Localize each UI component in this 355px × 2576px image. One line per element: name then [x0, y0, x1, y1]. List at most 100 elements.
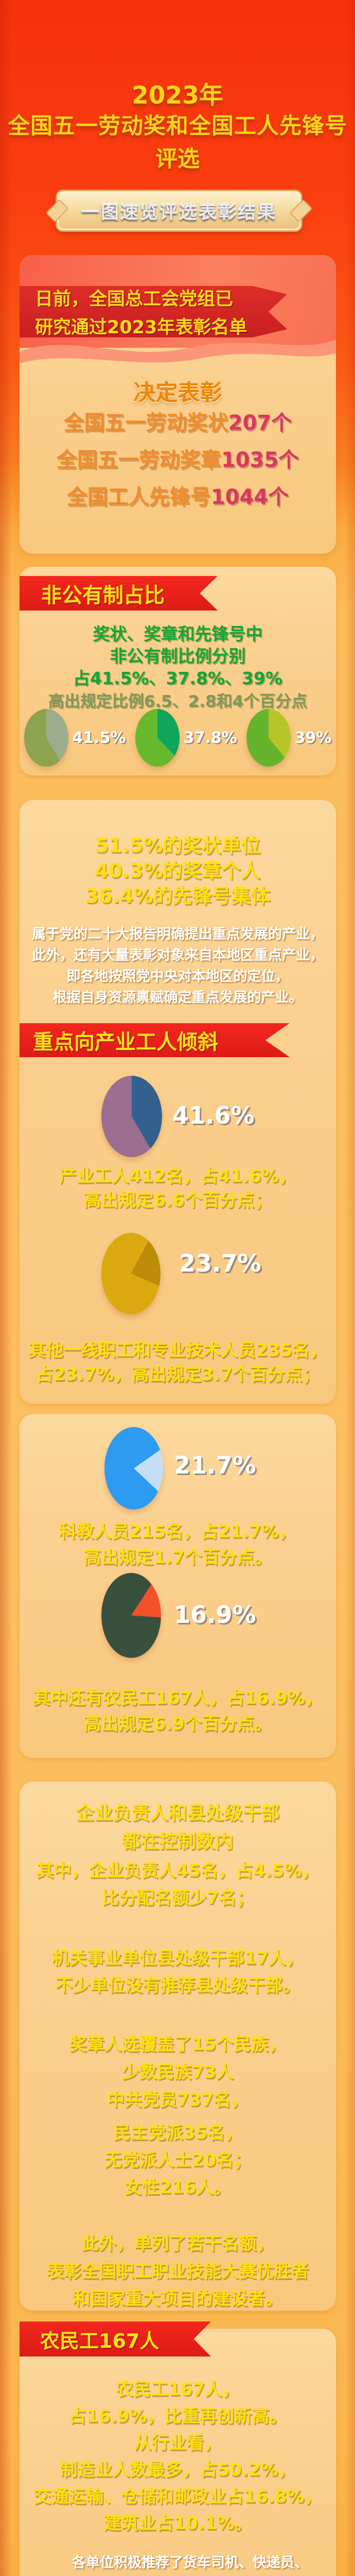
pie-migrant-workers	[101, 1573, 161, 1658]
pie-pioneer-nonpublic	[246, 709, 291, 767]
migrant-paragraph: 各单位积极推荐了货车司机、快递员、外 卖配送员等一批先进典型，为这一新兴群体 选…	[20, 2552, 336, 2576]
industry-paragraph: 属于党的二十大报告明确提出重点发展的产业， 此外，还有大量表彰对象来自本地区重点…	[20, 924, 336, 1008]
paragraph-line: 属于党的二十大报告明确提出重点发展的产业，	[32, 926, 324, 942]
migrant-line: 农民工167人，	[116, 2379, 240, 2400]
announcement-banner: 日前，全国总工会党组已 研究通过2023年表彰名单	[20, 286, 287, 337]
scitech-caption: 科教人员215名，占21.7%， 高出规定1.7个百分点。	[20, 1519, 336, 1570]
pie-value-label: 41.5%	[72, 728, 126, 747]
migrant-line: 建筑业占10.1%。	[103, 2513, 252, 2534]
pie-industrial-workers	[101, 1076, 162, 1157]
nonpublic-ribbon: 非公有制占比	[20, 576, 218, 611]
migrant-ribbon: 农民工167人	[20, 2321, 211, 2357]
industrial-ribbon-label: 重点向产业工人倾斜	[33, 1030, 218, 1054]
intro-card: 日前，全国总工会党组已 研究通过2023年表彰名单 决定表彰 全国五一劳动奖状2…	[20, 255, 336, 554]
control-line: 其中，企业负责人45名，占4.5%，	[36, 1860, 319, 1881]
highlight-line: 36.4%的先锋号集体	[85, 885, 271, 907]
nonpublic-pie-row: 41.5% 37.8% 39%	[20, 709, 336, 767]
frontline-caption: 其他一线职工和专业技术人员235名， 占23.7%，高出规定3.7个百分点；	[20, 1338, 336, 1387]
caption-line: 其他一线职工和专业技术人员235名，	[28, 1340, 327, 1361]
award-name: 全国工人先锋号	[66, 485, 211, 509]
caption-line: 产业工人412名，占41.6%，	[59, 1166, 296, 1187]
nonpublic-note-line: 高出规定比例6.5、2.8和4个百分点	[48, 692, 308, 711]
control-line: 女性216人。	[125, 2177, 231, 2198]
announcement-line-1: 日前，全国总工会党组已	[35, 289, 234, 310]
nonpublic-card: 非公有制占比 奖状、奖章和先锋号中 非公有制比例分别 占41.5%、37.8%、…	[20, 567, 336, 775]
pie-medal-nonpublic	[135, 709, 180, 767]
control-line: 奖章人选覆盖了15个民族，	[69, 2034, 287, 2055]
control-line: 少数民族73人	[121, 2062, 234, 2082]
award-item-medal: 全国五一劳动奖章1035个	[20, 443, 336, 473]
paragraph-line: 此外，还有大量表彰对象来自本地区重点产业，	[32, 947, 324, 963]
industrial-caption: 产业工人412名，占41.6%， 高出规定6.6个百分点；	[20, 1164, 336, 1213]
migrant-line: 占16.9%，比重再创新高。	[68, 2406, 287, 2427]
migrant-share-caption: 其中还有农民工167人，占16.9%， 高出规定6.9个百分点。	[20, 1685, 336, 1737]
scitech-card: 21.7% 科教人员215名，占21.7%， 高出规定1.7个百分点。 16.9…	[20, 1414, 336, 1758]
pie-group-award-unit: 41.5%	[24, 709, 126, 767]
award-count: 1044	[210, 485, 269, 509]
migrant-ribbon-label: 农民工167人	[40, 2329, 159, 2352]
award-unit: 个	[278, 448, 299, 472]
migrant-line: 交通运输、仓储和邮政业占16.8%，	[33, 2486, 322, 2507]
highlight-line: 40.3%的奖章个人	[95, 859, 261, 882]
pie-value-label: 16.9%	[174, 1601, 256, 1629]
industrial-ribbon: 重点向产业工人倾斜	[20, 1023, 290, 1057]
subtitle-badge: 一图速览评选表彰结果	[56, 190, 303, 232]
control-line: 机关事业单位县处级干部17人，	[51, 1948, 304, 1969]
pie-award-unit-nonpublic	[24, 709, 68, 767]
nonpublic-text-line: 占41.5%、37.8%、39%	[73, 668, 282, 688]
wave-divider	[20, 340, 336, 374]
control-line: 比分配名额少7名；	[101, 1888, 254, 1908]
decide-heading: 决定表彰	[133, 380, 222, 406]
highlight-line: 51.5%的奖状单位	[95, 834, 261, 857]
control-line: 民主党派35名，	[113, 2123, 243, 2143]
award-unit: 个	[271, 411, 292, 435]
award-name: 全国五一劳动奖章	[56, 448, 221, 472]
page-title-main: 全国五一劳动奖和全国工人先锋号	[8, 113, 347, 139]
pie-value-label: 23.7%	[179, 1249, 261, 1277]
nonpublic-ribbon-label: 非公有制占比	[41, 583, 165, 607]
page-title-suffix: 评选	[155, 146, 200, 172]
control-title-line: 都在控制数内	[122, 1831, 234, 1852]
paragraph-line: 即各地按照党中央对本地区的定位，	[66, 969, 289, 985]
migrant-card: 农民工167人 农民工167人， 占16.9%，比重再创新高。 从行业看， 制造…	[20, 2321, 336, 2576]
caption-line: 高出规定1.7个百分点。	[83, 1547, 272, 1568]
award-count: 207	[228, 411, 272, 435]
page-title-year: 2023年	[132, 81, 223, 110]
nonpublic-text-line: 非公有制比例分别	[110, 646, 246, 666]
migrant-line: 制造业人数最多，占50.2%，	[60, 2460, 296, 2480]
pie-value-label: 21.7%	[174, 1451, 256, 1479]
pie-value-label: 39%	[294, 728, 332, 747]
left-edge-shade	[0, 0, 12, 2576]
migrant-stats: 农民工167人， 占16.9%，比重再创新高。 从行业看， 制造业人数最多，占5…	[20, 2376, 336, 2537]
nonpublic-text-line: 奖状、奖章和先锋号中	[93, 624, 263, 644]
caption-line: 科教人员215名，占21.7%，	[59, 1521, 296, 1542]
control-card: 企业负责人和县处级干部 都在控制数内 其中，企业负责人45名，占4.5%， 比分…	[20, 1782, 336, 2311]
control-line: 表彰全国职工职业技能大赛优胜者	[46, 2261, 309, 2282]
control-line: 中共党员737名，	[107, 2090, 248, 2110]
right-edge-shade	[345, 0, 355, 2576]
pie-value-label: 37.8%	[183, 728, 237, 747]
award-name: 全国五一劳动奖状	[63, 411, 228, 435]
award-item-pioneer: 全国工人先锋号1044个	[20, 480, 336, 510]
pie-value-label: 41.6%	[172, 1101, 255, 1129]
announcement-line-2: 研究通过2023年表彰名单	[35, 317, 247, 338]
caption-line: 高出规定6.6个百分点；	[83, 1190, 272, 1211]
caption-line: 占23.7%，高出规定3.7个百分点；	[36, 1364, 320, 1385]
control-line: 和国家重大项目的建设者。	[73, 2289, 283, 2309]
award-count: 1035	[221, 448, 279, 472]
control-title-line: 企业负责人和县处级干部	[76, 1803, 280, 1824]
pie-group-medal: 37.8%	[135, 709, 237, 767]
control-line: 无党派人士20名；	[104, 2150, 252, 2171]
award-unit: 个	[268, 485, 289, 509]
award-item-certificate: 全国五一劳动奖状207个	[20, 406, 336, 436]
pie-scitech-staff	[104, 1427, 163, 1510]
control-line: 此外，单列了若干名额，	[81, 2233, 274, 2254]
paragraph-line: 各单位积极推荐了货车司机、快递员、外	[72, 2555, 308, 2571]
control-line: 不少单位没有推荐县处级干部。	[55, 1975, 300, 1996]
pie-group-pioneer: 39%	[246, 709, 332, 767]
caption-line: 高出规定6.9个百分点。	[83, 1714, 272, 1734]
migrant-line: 从行业看，	[134, 2433, 222, 2453]
caption-line: 其中还有农民工167人，占16.9%，	[33, 1688, 323, 1708]
subtitle-badge-label: 一图速览评选表彰结果	[81, 202, 277, 223]
